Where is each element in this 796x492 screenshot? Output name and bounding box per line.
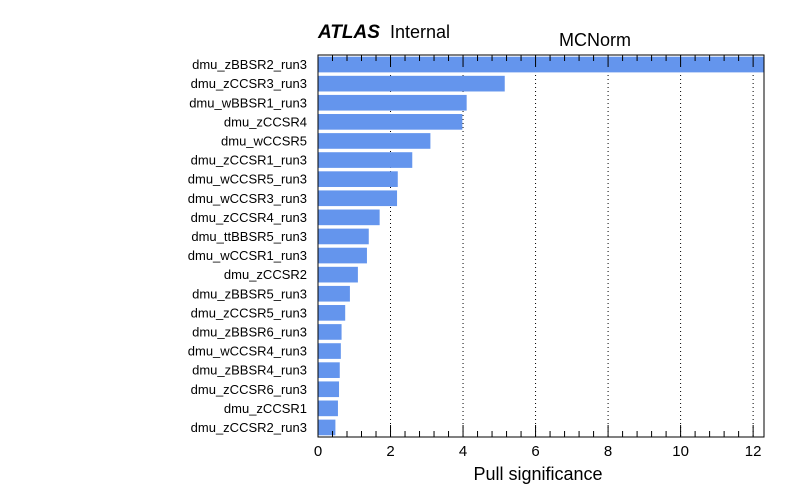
x-tick-label-1: 2 (386, 443, 394, 460)
chart-title: MCNorm (559, 30, 631, 50)
category-label-5: dmu_zCCSR1_run3 (191, 153, 307, 168)
bar-0 (318, 56, 764, 73)
category-label-18: dmu_zCCSR1 (224, 401, 307, 416)
category-label-10: dmu_wCCSR1_run3 (188, 248, 307, 263)
bar-4 (318, 133, 431, 149)
category-label-0: dmu_zBBSR2_run3 (192, 57, 307, 72)
x-tick-label-2: 4 (459, 443, 467, 460)
bar-6 (318, 171, 398, 187)
bar-16 (318, 362, 340, 378)
bar-11 (318, 266, 358, 283)
category-label-14: dmu_zBBSR6_run3 (192, 324, 307, 339)
category-label-11: dmu_zCCSR2 (224, 267, 307, 282)
bar-8 (318, 209, 380, 226)
bar-1 (318, 75, 505, 92)
x-tick-label-4: 8 (604, 443, 612, 460)
category-label-9: dmu_ttBBSR5_run3 (191, 229, 307, 244)
category-label-13: dmu_zCCSR5_run3 (191, 305, 307, 320)
category-label-1: dmu_zCCSR3_run3 (191, 76, 307, 91)
atlas-label: ATLAS (317, 22, 380, 43)
category-label-19: dmu_zCCSR2_run3 (191, 420, 307, 435)
internal-label: Internal (390, 22, 450, 42)
x-axis-label: Pull significance (473, 464, 602, 484)
bar-19 (318, 419, 336, 436)
category-label-7: dmu_wCCSR3_run3 (188, 191, 307, 206)
x-tick-label-3: 6 (531, 443, 539, 460)
x-tick-label-0: 0 (314, 443, 322, 460)
bar-10 (318, 247, 367, 264)
category-label-2: dmu_wBBSR1_run3 (189, 95, 307, 110)
category-labels: dmu_zBBSR2_run3 dmu_zCCSR3_run3 dmu_wBBSR1… (188, 57, 307, 435)
category-label-3: dmu_zCCSR4 (224, 114, 307, 129)
category-label-16: dmu_zBBSR4_run3 (192, 363, 307, 378)
bar-13 (318, 305, 346, 321)
x-axis: 0 2 4 6 8 10 12 (314, 55, 762, 460)
x-tick-label-5: 10 (672, 443, 689, 460)
bar-12 (318, 285, 350, 302)
bar-14 (318, 324, 342, 340)
category-label-15: dmu_wCCSR4_run3 (188, 344, 307, 359)
bar-3 (318, 114, 463, 130)
category-label-6: dmu_wCCSR5_run3 (188, 172, 307, 187)
bar-17 (318, 381, 340, 398)
category-label-17: dmu_zCCSR6_run3 (191, 382, 307, 397)
category-label-4: dmu_wCCSR5 (221, 133, 307, 148)
bar-5 (318, 152, 413, 168)
bar-18 (318, 400, 338, 417)
bar-2 (318, 94, 467, 111)
category-label-12: dmu_zBBSR5_run3 (192, 286, 307, 301)
grid-lines (390, 55, 754, 437)
category-label-8: dmu_zCCSR4_run3 (191, 210, 307, 225)
bar-7 (318, 190, 398, 207)
x-tick-label-6: 12 (745, 443, 762, 460)
bar-15 (318, 343, 341, 359)
bar-9 (318, 228, 369, 245)
plot-frame (317, 54, 765, 438)
bars (318, 56, 764, 436)
